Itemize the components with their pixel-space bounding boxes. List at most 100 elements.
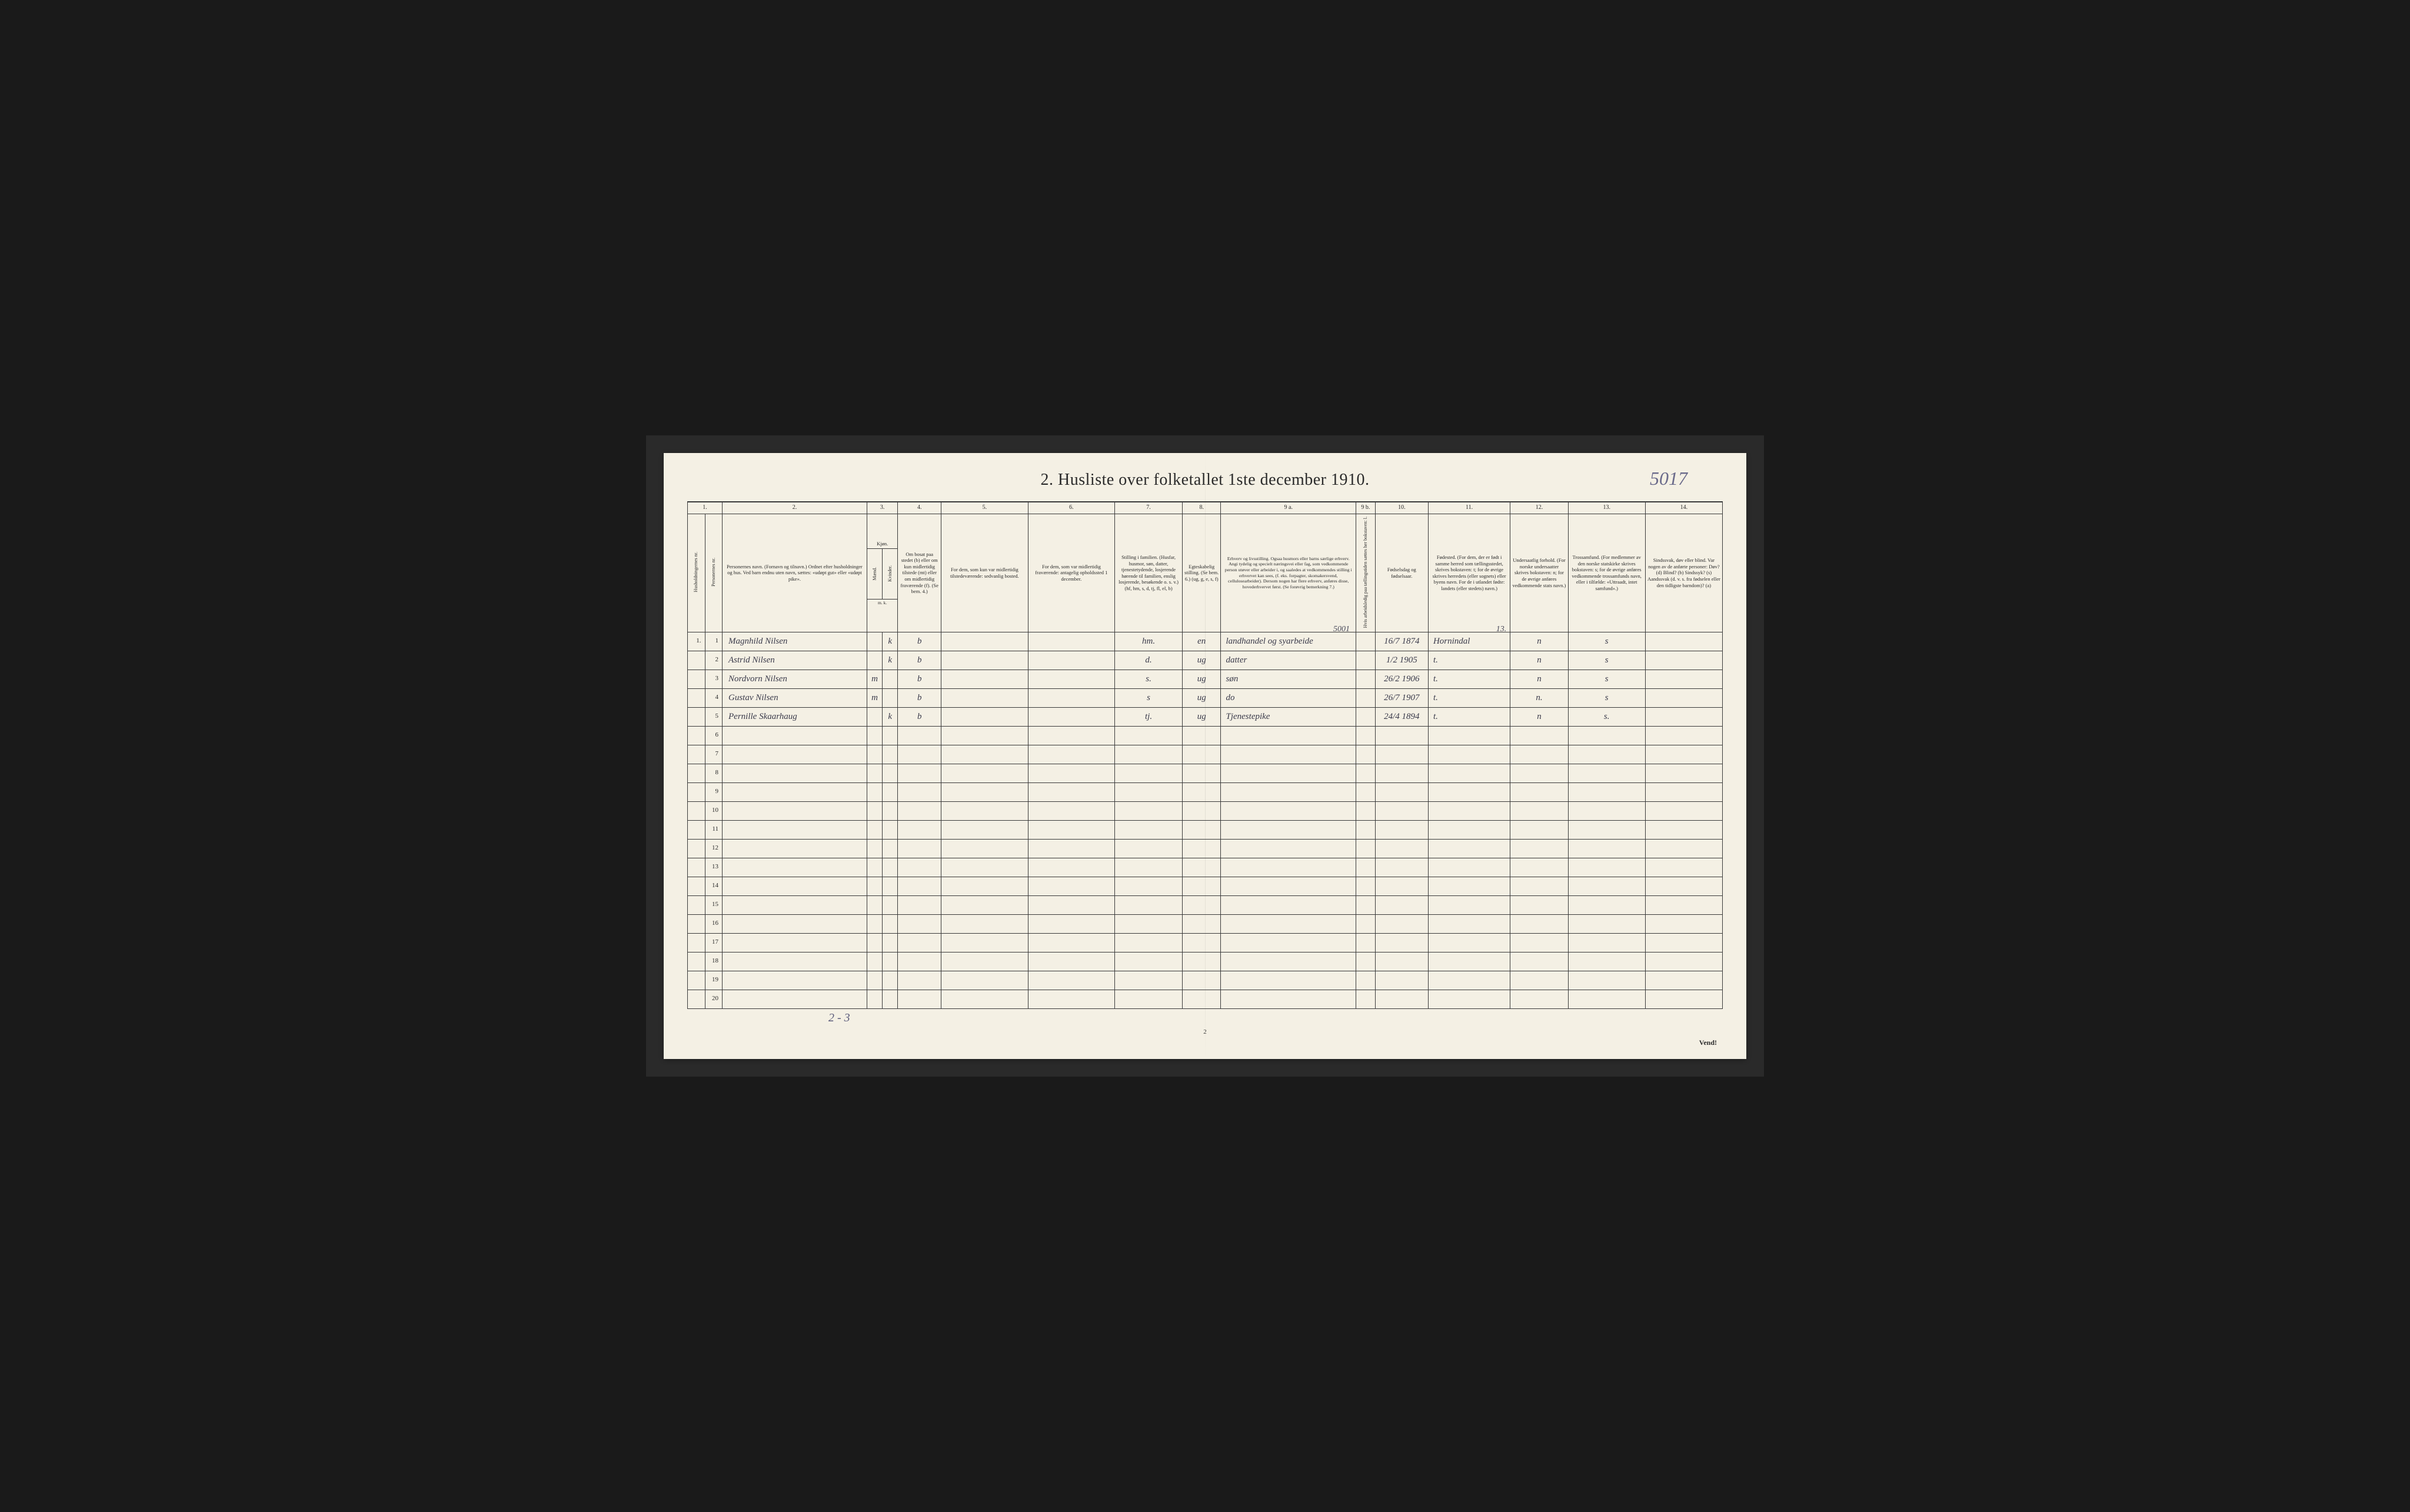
cell-empty	[1375, 745, 1428, 764]
cell-whereabouts	[1028, 651, 1115, 670]
cell-usual-residence	[941, 688, 1028, 707]
cell-empty: 15	[705, 895, 723, 914]
cell-empty	[883, 801, 898, 820]
hdr-sex-codes: m. k.	[867, 599, 897, 606]
colnum-14: 14.	[1645, 502, 1722, 514]
cell-empty	[898, 990, 941, 1008]
hdr-occupation: Erhverv og livsstilling. Ogsaa husmors e…	[1221, 514, 1356, 632]
cell-empty	[1510, 914, 1568, 933]
cell-empty	[941, 726, 1028, 745]
colnum-4: 4.	[898, 502, 941, 514]
cell-empty	[723, 933, 867, 952]
cell-empty	[1568, 914, 1645, 933]
cell-empty	[1356, 914, 1376, 933]
cell-empty	[1568, 877, 1645, 895]
cell-empty	[1115, 895, 1183, 914]
cell-male	[867, 632, 882, 651]
cell-empty	[941, 914, 1028, 933]
cell-empty	[898, 820, 941, 839]
cell-empty	[1115, 726, 1183, 745]
table-head: 1. 2. 3. 4. 5. 6. 7. 8. 9 a. 9 b. 10. 11…	[688, 502, 1723, 632]
cell-empty	[1182, 952, 1221, 971]
cell-empty	[688, 952, 705, 971]
cell-empty	[1115, 933, 1183, 952]
cell-empty	[1115, 764, 1183, 782]
cell-male: m	[867, 688, 882, 707]
cell-unemployed	[1356, 670, 1376, 688]
hdr-residence-status: Om bosat paa stedet (b) eller om kun mid…	[898, 514, 941, 632]
cell-empty	[898, 745, 941, 764]
cell-residence-status: b	[898, 707, 941, 726]
cell-person-nr: 4	[705, 688, 723, 707]
cell-empty	[1028, 933, 1115, 952]
colnum-11: 11.	[1428, 502, 1510, 514]
cell-birthplace: t.	[1428, 670, 1510, 688]
cell-person-nr: 3	[705, 670, 723, 688]
cell-empty	[1510, 726, 1568, 745]
cell-empty	[1568, 820, 1645, 839]
cell-empty	[688, 895, 705, 914]
cell-empty	[1568, 895, 1645, 914]
colnum-2: 2.	[723, 502, 867, 514]
cell-empty	[867, 971, 882, 990]
cell-empty	[898, 858, 941, 877]
cell-empty	[1356, 801, 1376, 820]
cell-empty	[688, 839, 705, 858]
cell-empty: 10	[705, 801, 723, 820]
cell-empty	[1510, 801, 1568, 820]
cell-empty	[1182, 877, 1221, 895]
cell-empty	[898, 914, 941, 933]
cell-empty	[1428, 726, 1510, 745]
cell-empty	[883, 877, 898, 895]
cell-empty	[688, 933, 705, 952]
cell-household-nr	[688, 707, 705, 726]
cell-religion: s	[1568, 688, 1645, 707]
cell-empty	[688, 801, 705, 820]
cell-empty	[1182, 971, 1221, 990]
cell-empty	[1510, 782, 1568, 801]
cell-name: Magnhild Nilsen	[723, 632, 867, 651]
cell-empty	[1568, 858, 1645, 877]
cell-empty	[1375, 782, 1428, 801]
cell-empty	[1428, 971, 1510, 990]
cell-empty	[1645, 801, 1722, 820]
cell-empty	[1182, 933, 1221, 952]
cell-empty	[1356, 858, 1376, 877]
cell-empty	[1510, 820, 1568, 839]
table-row: 14	[688, 877, 1723, 895]
census-table: 1. 2. 3. 4. 5. 6. 7. 8. 9 a. 9 b. 10. 11…	[687, 501, 1723, 1008]
cell-whereabouts	[1028, 688, 1115, 707]
cell-empty	[867, 914, 882, 933]
hdr-religion: Trossamfund. (For medlemmer av den norsk…	[1568, 514, 1645, 632]
cell-empty: 20	[705, 990, 723, 1008]
cell-empty	[883, 726, 898, 745]
cell-empty	[1028, 839, 1115, 858]
table-row: 17	[688, 933, 1723, 952]
hdr-unemployed: Hvis arbeidsledig paa tællingstiden sætt…	[1356, 514, 1376, 632]
cell-usual-residence	[941, 670, 1028, 688]
cell-empty	[723, 745, 867, 764]
cell-usual-residence	[941, 632, 1028, 651]
cell-empty	[1568, 952, 1645, 971]
cell-empty	[1356, 839, 1376, 858]
table-row: 9	[688, 782, 1723, 801]
hdr-marital-status: Egteskabelig stilling. (Se bem. 6.) (ug,…	[1182, 514, 1221, 632]
cell-empty	[867, 858, 882, 877]
cell-empty	[883, 990, 898, 1008]
colnum-3: 3.	[867, 502, 897, 514]
cell-empty	[1356, 745, 1376, 764]
cell-empty	[1510, 990, 1568, 1008]
cell-empty	[1115, 820, 1183, 839]
cell-occupation: datter	[1221, 651, 1356, 670]
cell-empty	[1028, 877, 1115, 895]
header-label-row: Husholdningernes nr. Personernes nr. Per…	[688, 514, 1723, 632]
colnum-10: 10.	[1375, 502, 1428, 514]
cell-unemployed	[1356, 651, 1376, 670]
cell-disability	[1645, 651, 1722, 670]
occupation-annotation: 5001	[1333, 624, 1350, 635]
cell-disability	[1645, 632, 1722, 651]
cell-empty	[867, 801, 882, 820]
cell-empty	[1645, 971, 1722, 990]
cell-empty	[867, 820, 882, 839]
cell-empty	[688, 877, 705, 895]
